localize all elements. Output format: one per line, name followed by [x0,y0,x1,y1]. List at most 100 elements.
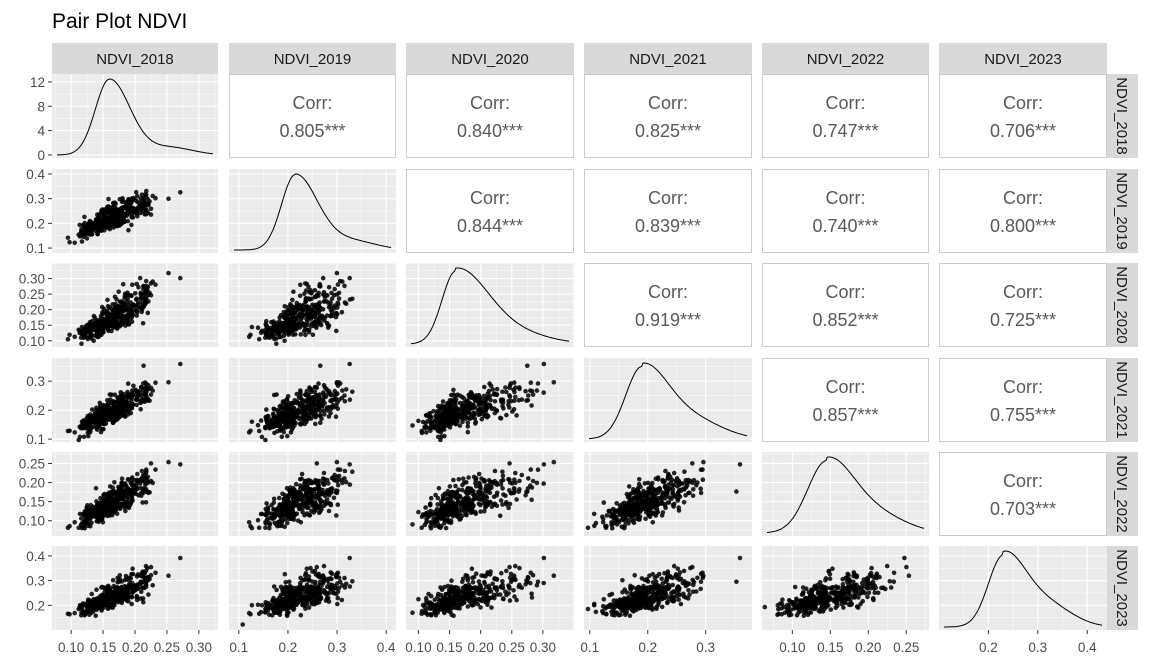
scatter-point [89,407,95,412]
scatter-point [321,470,327,476]
scatter-point [78,335,84,340]
scatter-point [313,421,318,427]
scatter-point [462,502,468,507]
scatter-point [304,313,310,318]
scatter-point [321,398,326,404]
scatter-point [304,404,310,409]
chart-title: Pair Plot NDVI [52,10,187,33]
scatter-point [335,467,341,472]
scatter-point [591,511,597,517]
scatter-point [624,503,630,509]
scatter-point [630,518,636,524]
scatter-point [166,459,171,465]
scatter-point [304,417,310,422]
scatter-point [455,392,461,398]
scatter-point [450,491,456,497]
scatter-point [499,399,504,405]
scatter-point [87,510,92,516]
scatter-point [81,234,86,240]
panel-ndvi-2018-ndvi-2021: Corr:0.825*** [584,74,752,158]
scatter-point [111,488,117,494]
scatter-point [481,400,487,406]
scatter-point [271,406,277,412]
scatter-point [119,217,125,223]
scatter-point [473,484,479,489]
row-strip-bg-ndvi-2022 [1107,452,1138,536]
scatter-point [299,471,305,477]
scatter-point [87,321,92,327]
scatter-point [517,478,522,484]
corr-value: 0.852*** [812,310,878,330]
scatter-point [298,401,303,406]
scatter-point [274,341,279,347]
scatter-point [91,424,97,429]
panel-ndvi-2022-ndvi-2020 [406,452,575,536]
scatter-point [448,518,454,523]
scatter-point [429,520,434,525]
corr-panel-bg [939,74,1107,158]
scatter-point [129,196,134,201]
scatter-point [274,336,279,341]
scatter-point [316,495,321,501]
scatter-point [480,409,485,415]
scatter-point [102,213,107,219]
scatter-point [485,487,490,492]
scatter-point [277,502,283,507]
scatter-point [153,570,158,576]
corr-label: Corr: [826,188,866,208]
scatter-point [125,296,130,302]
scatter-point [143,581,148,587]
scatter-point [303,299,308,304]
scatter-point [279,326,284,331]
scatter-point [304,304,310,309]
scatter-point [97,400,103,406]
scatter-point [318,363,323,369]
scatter-point [528,483,533,488]
scatter-point [653,505,658,511]
panel-ndvi-2021-ndvi-2018 [52,358,218,443]
scatter-point [451,477,456,483]
scatter-point [508,491,514,496]
scatter-point [277,315,283,320]
scatter-point [335,311,340,317]
scatter-point [473,509,478,515]
scatter-point [94,321,100,327]
scatter-point [472,416,478,421]
scatter-point [94,499,99,504]
scatter-point [443,492,448,498]
scatter-point [512,389,517,395]
scatter-point [423,511,429,516]
scatter-point [334,513,339,518]
scatter-point [100,322,105,327]
corr-value: 0.844*** [457,216,523,236]
scatter-point [113,506,118,511]
scatter-point [258,511,264,517]
scatter-point [117,490,123,495]
plot-panels: Corr:0.805***Corr:0.840***Corr:0.825***C… [52,74,1107,630]
scatter-point [616,520,622,525]
scatter-point [321,394,327,400]
corr-label: Corr: [826,282,866,302]
scatter-point [466,495,471,501]
scatter-point [117,586,123,591]
scatter-point [674,484,680,489]
scatter-point [249,324,255,330]
scatter-point [94,607,100,612]
scatter-point [427,502,433,508]
scatter-point [140,208,145,214]
panel-bg [406,263,574,347]
scatter-point [298,483,303,488]
scatter-point [289,317,295,322]
scatter-point [456,487,461,493]
scatter-point [140,500,145,505]
scatter-point [117,196,123,202]
scatter-point [126,505,132,511]
scatter-point [268,515,273,521]
scatter-point [100,598,105,604]
scatter-point [526,393,531,398]
scatter-point [282,338,287,344]
scatter-point [734,489,739,494]
scatter-point [106,196,111,202]
scatter-point [143,300,149,306]
scatter-point [282,524,288,530]
